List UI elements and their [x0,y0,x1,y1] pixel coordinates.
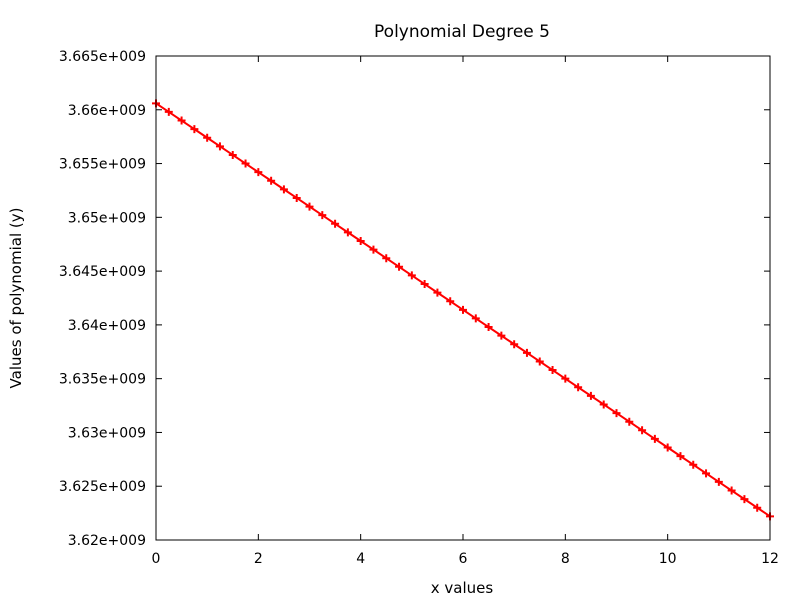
data-point-marker [446,297,455,306]
data-point-marker [586,391,595,400]
data-point-marker [702,469,711,478]
data-point-marker [318,211,327,220]
y-tick-label: 3.66e+009 [68,103,146,119]
data-point-marker [305,202,314,211]
data-point-marker [356,236,365,245]
data-point-marker [267,176,276,185]
x-tick-label: 6 [459,551,468,567]
data-point-marker [561,374,570,383]
data-point-marker [177,116,186,125]
data-point-marker [714,477,723,486]
y-tick-label: 3.64e+009 [68,318,146,334]
data-point-marker [612,409,621,418]
data-point-marker [535,357,544,366]
data-point-marker [369,245,378,254]
data-point-marker [164,107,173,116]
data-point-marker [484,323,493,332]
data-point-marker [650,434,659,443]
data-point-marker [433,288,442,297]
data-point-marker [599,400,608,409]
data-point-marker [279,185,288,194]
data-point-marker [331,219,340,228]
data-point-marker [689,460,698,469]
data-point-marker [254,168,263,177]
x-tick-label: 4 [356,551,365,567]
data-point-marker [241,159,250,168]
data-point-marker [548,366,557,375]
y-tick-label: 3.63e+009 [68,425,146,441]
y-tick-label: 3.625e+009 [59,479,146,495]
data-point-marker [727,486,736,495]
y-tick-label: 3.65e+009 [68,210,146,226]
x-tick-label: 10 [659,551,677,567]
y-tick-label: 3.665e+009 [59,49,146,65]
data-point-marker [676,452,685,461]
x-axis-label: x values [431,579,494,597]
y-tick-label: 3.62e+009 [68,533,146,549]
y-axis-label: Values of polynomial (y) [7,208,25,389]
chart-title: Polynomial Degree 5 [374,22,550,42]
data-point-marker [395,262,404,271]
data-point-marker [753,503,762,512]
x-tick-label: 8 [561,551,570,567]
x-tick-label: 12 [761,551,779,567]
data-point-marker [625,417,634,426]
y-tick-label: 3.655e+009 [59,157,146,173]
data-point-marker [343,228,352,237]
data-point-marker [292,193,301,202]
x-tick-label: 2 [254,551,263,567]
plot-frame [155,55,771,541]
data-point-marker [471,314,480,323]
data-point-marker [663,443,672,452]
x-tick-label: 0 [152,551,161,567]
data-point-marker [382,254,391,263]
data-point-marker [522,348,531,357]
plot-area [152,99,774,521]
y-axis: 3.62e+009 3.625e+009 3.63e+009 3.635e+009 3.… [59,49,770,549]
data-point-marker [740,495,749,504]
data-point-marker [574,383,583,392]
data-point-marker [407,271,416,280]
data-point-marker [497,331,506,340]
data-point-marker [203,133,212,142]
data-point-marker [215,142,224,151]
y-tick-label: 3.645e+009 [59,264,146,280]
data-point-marker [510,340,519,349]
data-point-marker [459,305,467,314]
x-axis: 0 2 4 6 8 10 12 [152,56,779,567]
data-point-marker [190,125,199,134]
data-point-marker [228,150,237,159]
data-point-marker [420,280,429,289]
y-tick-label: 3.635e+009 [59,372,146,388]
data-point-marker [638,426,647,435]
